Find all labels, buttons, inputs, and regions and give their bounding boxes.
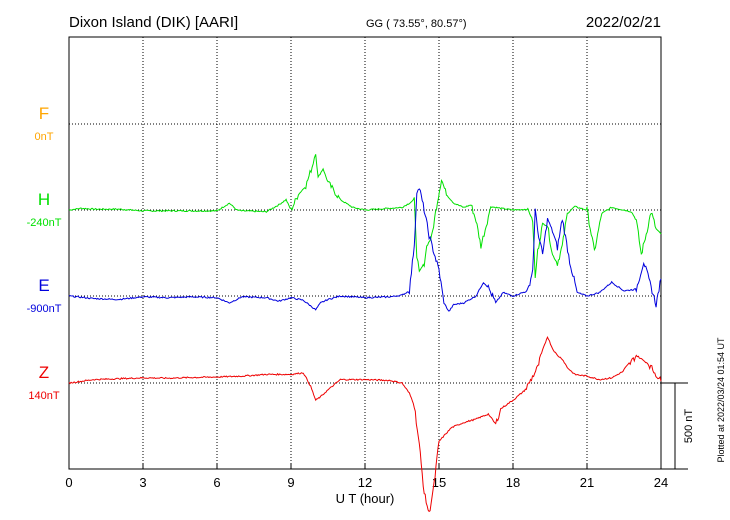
station-title: Dixon Island (DIK) [AARI] <box>69 14 238 31</box>
x-tick-label-18: 18 <box>506 475 520 490</box>
coordinates-label: GG ( 73.55°, 80.57°) <box>366 18 467 30</box>
series-name-F: F <box>39 104 49 123</box>
series-line-E <box>68 188 662 312</box>
date-label: 2022/02/21 <box>586 14 661 31</box>
series-labels: F 0nT H -240nT E -900nT Z 140nT <box>27 104 62 402</box>
series-line-Z <box>68 335 662 513</box>
series-baseline-label-Z: 140nT <box>28 390 59 402</box>
series-name-H: H <box>38 190 50 209</box>
x-tick-label-21: 21 <box>580 475 594 490</box>
x-tick-label-0: 0 <box>65 475 72 490</box>
x-tick-label-12: 12 <box>358 475 372 490</box>
series-baseline-label-H: -240nT <box>27 217 62 229</box>
plotted-at-label: Plotted at 2022/03/24 01:54 UT <box>716 337 726 463</box>
x-tick-label-24: 24 <box>654 475 668 490</box>
x-tick-label-6: 6 <box>213 475 220 490</box>
series-baseline-label-F: 0nT <box>35 131 54 143</box>
scale-bar-label: 500 nT <box>683 409 695 444</box>
grid-lines <box>142 37 588 469</box>
x-tick-label-15: 15 <box>432 475 446 490</box>
series-name-Z: Z <box>39 363 49 382</box>
x-tick-label-9: 9 <box>287 475 294 490</box>
x-axis-label: U T (hour) <box>336 491 395 506</box>
series-name-E: E <box>38 276 49 295</box>
x-axis-ticks: 0 3 6 9 12 15 18 21 24 <box>65 464 668 490</box>
series-line-H <box>68 154 662 279</box>
x-tick-label-3: 3 <box>139 475 146 490</box>
series-group <box>68 154 662 513</box>
series-baseline-label-E: -900nT <box>27 303 62 315</box>
